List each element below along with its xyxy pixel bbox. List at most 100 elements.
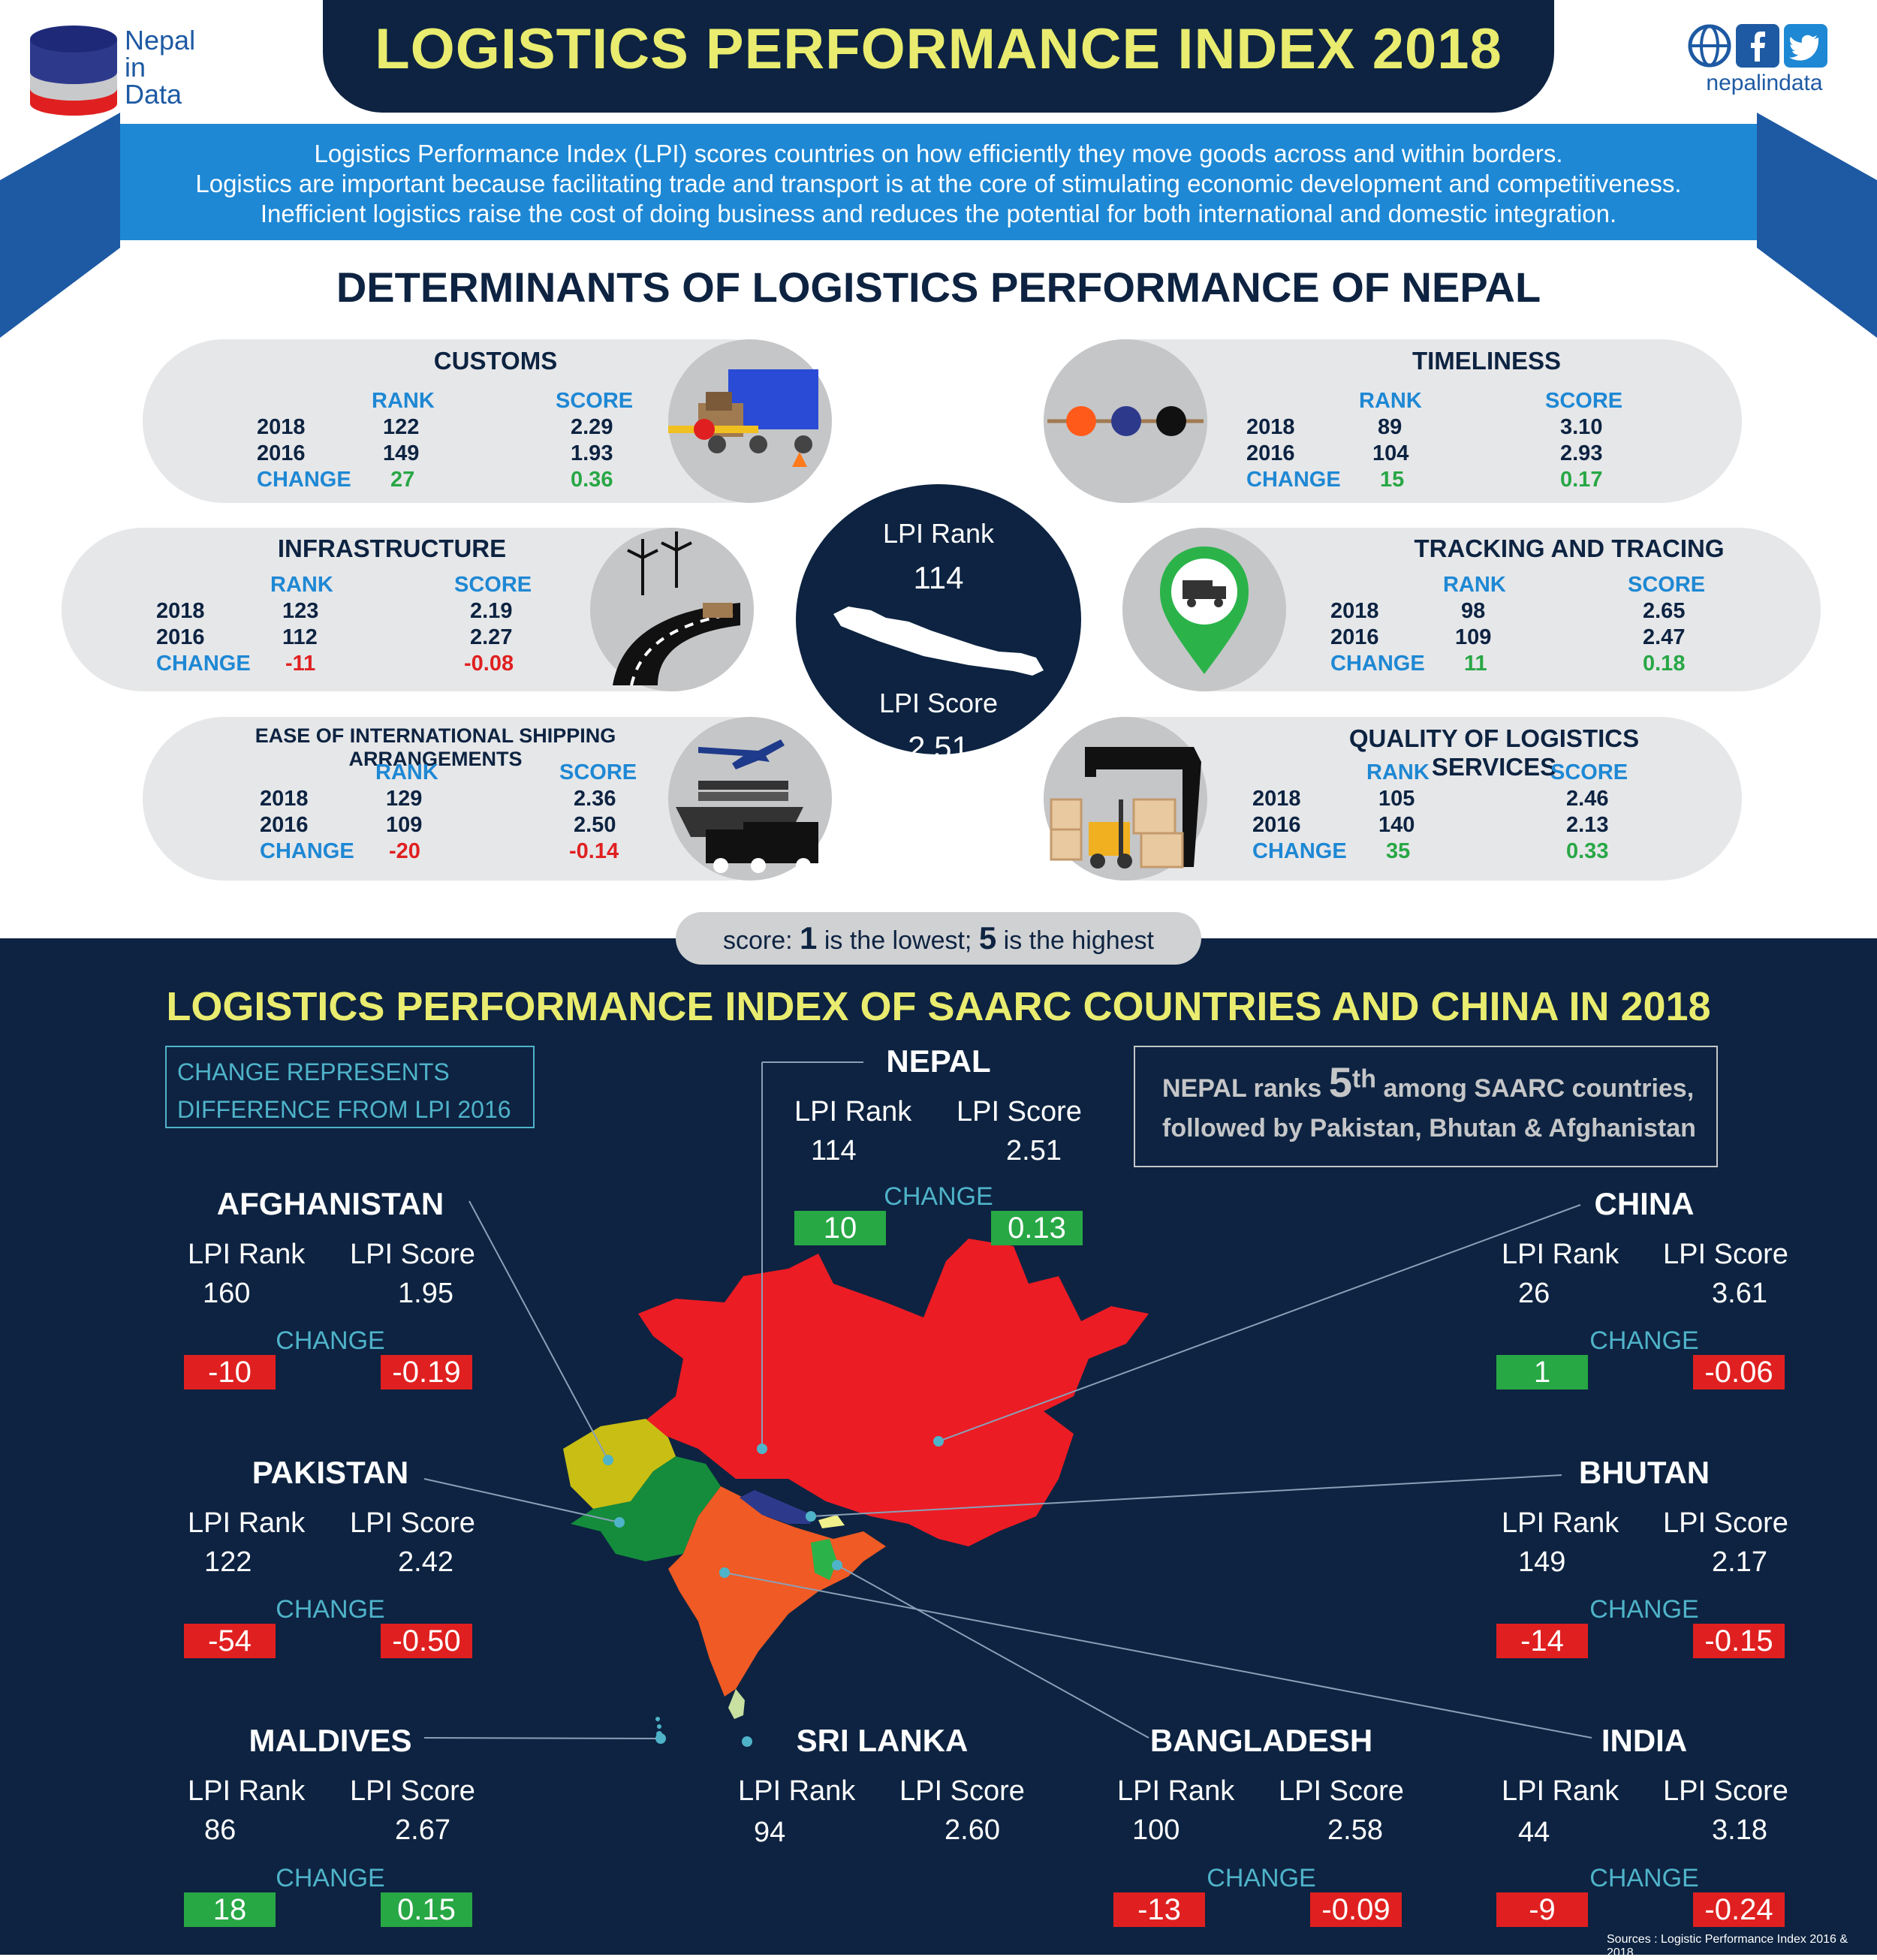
scale-prefix: score: xyxy=(722,926,793,955)
srilanka-name: SRI LANKA xyxy=(796,1723,969,1758)
timeliness-title: TIMELINESS xyxy=(1412,347,1562,375)
shipping-rank-label: RANK xyxy=(375,760,438,784)
china-rank-value: 26 xyxy=(1518,1278,1550,1309)
bhutan-score-value: 2.17 xyxy=(1712,1546,1767,1578)
database-logo-icon xyxy=(30,26,117,116)
nepal-change-label: CHANGE xyxy=(884,1182,993,1211)
infrastructure-score-2016: 2.27 xyxy=(470,625,513,649)
infrastructure-rank-2016: 112 xyxy=(282,625,318,649)
nepal-rank-value: 114 xyxy=(811,1135,857,1167)
afghanistan-score-value: 1.95 xyxy=(398,1278,453,1309)
timeliness-year-2018: 2018 xyxy=(1246,415,1295,439)
nepal-lpi-circle: LPI Rank 114 LPI Score 2.51 xyxy=(796,484,1081,765)
quality-icon-circle xyxy=(1044,717,1207,881)
truck-barrier-icon xyxy=(668,369,818,467)
customs-year-2018: 2018 xyxy=(257,415,306,439)
quality-year-2016: 2016 xyxy=(1252,813,1301,837)
nepal-rank-label: LPI Rank xyxy=(794,1096,912,1128)
quality-rank-change: 35 xyxy=(1386,839,1411,863)
shipping-rank-2018: 129 xyxy=(386,787,423,811)
bangladesh-rank-value: 100 xyxy=(1132,1814,1180,1846)
scale-low: 1 xyxy=(800,920,818,956)
intro-text-box: Logistics Performance Index (LPI) scores… xyxy=(120,124,1757,240)
srilanka-rank-label: LPI Rank xyxy=(738,1775,856,1807)
pakistan-shape xyxy=(571,1456,721,1561)
pakistan-name: PAKISTAN xyxy=(252,1455,409,1490)
timeliness-score-label: SCORE xyxy=(1545,389,1623,413)
china-change-label: CHANGE xyxy=(1589,1326,1699,1355)
infrastructure-change-label: CHANGE xyxy=(156,652,251,676)
shipping-score-2016: 2.50 xyxy=(574,813,616,837)
shipping-score-label: SCORE xyxy=(559,760,637,784)
india-rank-value: 44 xyxy=(1518,1817,1550,1848)
rank-text-prefix: NEPAL ranks xyxy=(1162,1074,1322,1103)
customs-rank-label: RANK xyxy=(372,389,435,413)
bhutan-score-change: -0.15 xyxy=(1693,1624,1785,1658)
timeliness-year-2016: 2016 xyxy=(1246,441,1295,465)
facebook-icon[interactable] xyxy=(1736,24,1779,68)
tracking-title: TRACKING AND TRACING xyxy=(1414,534,1725,562)
change-note-box: CHANGE REPRESENTS DIFFERENCE FROM LPI 20… xyxy=(165,1046,535,1128)
timeliness-change-label: CHANGE xyxy=(1246,468,1341,492)
shipping-score-change: -0.14 xyxy=(569,839,619,863)
tracking-score-2016: 2.47 xyxy=(1643,625,1686,649)
india-score-change: -0.24 xyxy=(1693,1892,1785,1927)
nepal-rank-box: NEPAL ranks 5th among SAARC countries, f… xyxy=(1134,1046,1718,1167)
shipping-score-2018: 2.36 xyxy=(574,787,616,811)
pakistan-score-value: 2.42 xyxy=(398,1546,453,1578)
pakistan-rank-label: LPI Rank xyxy=(188,1507,306,1539)
customs-score-2018: 2.29 xyxy=(571,415,613,439)
china-shape xyxy=(638,1239,1149,1546)
infrastructure-year-2016: 2016 xyxy=(156,625,205,649)
tracking-score-2018: 2.65 xyxy=(1643,599,1686,623)
logo-text-1: Nepal xyxy=(125,25,196,56)
score-scale-note: score: 1 is the lowest; 5 is the highest xyxy=(676,912,1201,965)
customs-title: CUSTOMS xyxy=(433,347,558,375)
saarc-title: LOGISTICS PERFORMANCE INDEX OF SAARC COU… xyxy=(166,984,1711,1029)
pakistan-change-label: CHANGE xyxy=(276,1595,385,1624)
tracking-score-label: SCORE xyxy=(1628,573,1706,597)
shipping-icon-circle xyxy=(668,717,832,881)
india-rank-change: -9 xyxy=(1496,1892,1588,1927)
china-score-label: LPI Score xyxy=(1663,1239,1788,1270)
bhutan-score-label: LPI Score xyxy=(1663,1507,1788,1539)
center-rank-value: 114 xyxy=(913,560,964,595)
nepal-map-icon xyxy=(833,607,1044,676)
bangladesh-score-change: -0.09 xyxy=(1310,1892,1402,1927)
quality-rank-2016: 140 xyxy=(1378,813,1415,837)
shipping-rank-2016: 109 xyxy=(386,813,423,837)
saarc-china-map xyxy=(563,1239,1149,1737)
pakistan-rank-change: -54 xyxy=(184,1624,276,1658)
change-note-line-1: CHANGE REPRESENTS xyxy=(177,1058,450,1085)
pakistan-score-change: -0.50 xyxy=(381,1624,472,1658)
nepal-shape xyxy=(740,1490,811,1524)
road-wind-turbine-icon xyxy=(613,531,740,686)
tracking-year-2018: 2018 xyxy=(1330,599,1379,623)
logo-text-3: Data xyxy=(125,79,182,110)
infrastructure-rank-label: RANK xyxy=(270,573,333,597)
web-globe-icon[interactable] xyxy=(1688,24,1731,68)
infrastructure-score-label: SCORE xyxy=(454,573,532,597)
quality-year-2018: 2018 xyxy=(1252,787,1301,811)
rank-suffix: th xyxy=(1351,1064,1376,1094)
center-rank-label: LPI Rank xyxy=(882,518,995,549)
logo-text-2: in xyxy=(125,52,146,83)
india-rank-label: LPI Rank xyxy=(1502,1775,1619,1807)
afghanistan-rank-change: -10 xyxy=(184,1355,276,1389)
china-rank-label: LPI Rank xyxy=(1502,1239,1619,1270)
center-score-label: LPI Score xyxy=(878,688,999,718)
timeliness-rank-label: RANK xyxy=(1359,389,1422,413)
rank-text-suffix: among SAARC countries, xyxy=(1383,1074,1695,1103)
twitter-icon[interactable] xyxy=(1784,24,1827,68)
intro-line-1: Logistics Performance Index (LPI) scores… xyxy=(314,140,1563,167)
location-pin-truck-icon xyxy=(1160,546,1249,674)
social-handle[interactable]: nepalindata xyxy=(1706,71,1823,95)
timeliness-score-change: 0.17 xyxy=(1560,468,1603,492)
customs-score-2016: 1.93 xyxy=(571,441,613,465)
india-shape xyxy=(668,1486,886,1697)
china-score-change: -0.06 xyxy=(1693,1355,1785,1389)
timeliness-icon-circle xyxy=(1044,339,1207,503)
title-bar xyxy=(323,0,1554,113)
afghanistan-change-label: CHANGE xyxy=(276,1326,385,1355)
infrastructure-icon-circle xyxy=(590,528,754,691)
